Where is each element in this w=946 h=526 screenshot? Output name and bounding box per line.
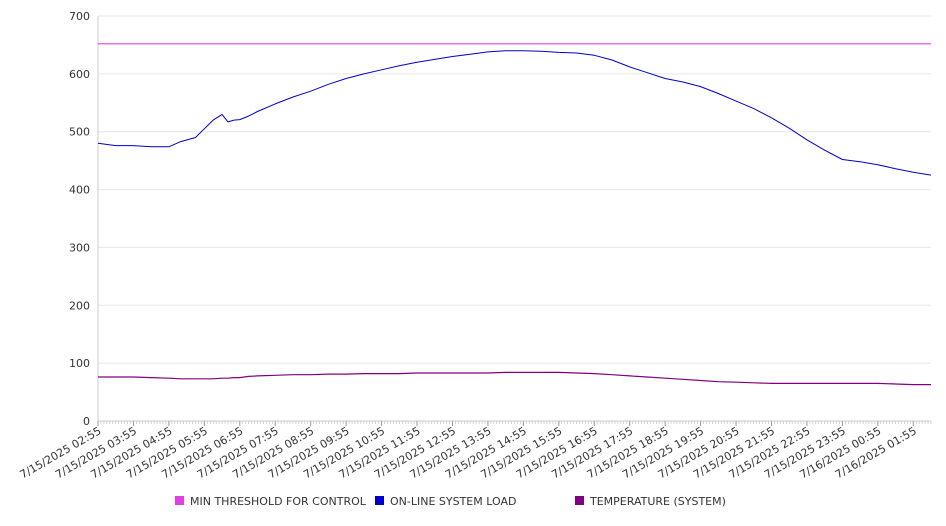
y-tick-label: 0	[83, 415, 90, 428]
y-tick-label: 200	[69, 299, 90, 312]
y-tick-label: 100	[69, 357, 90, 370]
series-lines	[97, 43, 932, 386]
y-tick-label: 300	[69, 241, 90, 254]
legend-label-2: ON-LINE SYSTEM LOAD	[390, 495, 516, 508]
legend-label-3: TEMPERATURE (SYSTEM)	[589, 495, 726, 508]
legend: MIN THRESHOLD FOR CONTROL ON-LINE SYSTEM …	[175, 495, 726, 508]
legend-label-1: MIN THRESHOLD FOR CONTROL	[190, 495, 367, 508]
y-tick-label: 500	[69, 126, 90, 139]
series-line-3	[98, 371, 931, 386]
y-tick-label: 600	[69, 68, 90, 81]
series-line-2	[97, 50, 932, 176]
gridlines	[98, 15, 931, 364]
legend-swatch-1	[175, 496, 184, 505]
legend-swatch-2	[375, 496, 384, 505]
legend-swatch-3	[575, 496, 584, 505]
y-tick-label: 700	[69, 10, 90, 23]
y-tick-label: 400	[69, 184, 90, 197]
